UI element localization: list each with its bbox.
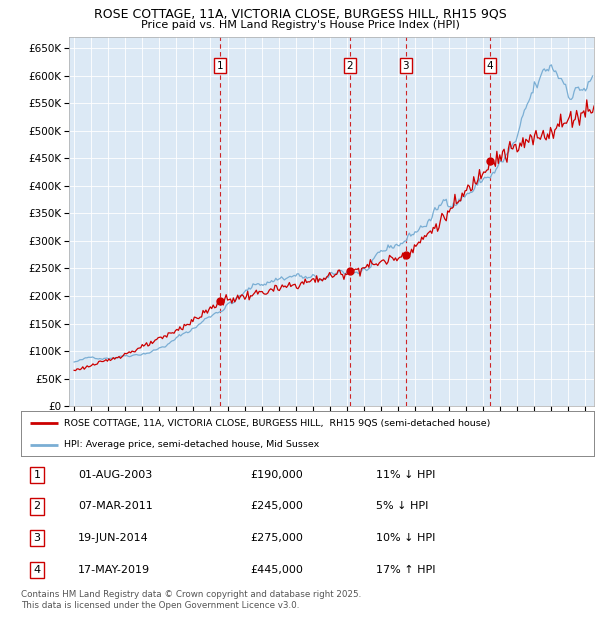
Text: £190,000: £190,000: [250, 470, 303, 480]
Text: 2: 2: [34, 502, 41, 512]
Text: 19-JUN-2014: 19-JUN-2014: [79, 533, 149, 543]
Text: 4: 4: [486, 61, 493, 71]
Text: ROSE COTTAGE, 11A, VICTORIA CLOSE, BURGESS HILL, RH15 9QS: ROSE COTTAGE, 11A, VICTORIA CLOSE, BURGE…: [94, 7, 506, 20]
Text: 17-MAY-2019: 17-MAY-2019: [79, 565, 151, 575]
Text: 10% ↓ HPI: 10% ↓ HPI: [376, 533, 436, 543]
Text: 2: 2: [346, 61, 353, 71]
Text: £445,000: £445,000: [250, 565, 303, 575]
Text: Contains HM Land Registry data © Crown copyright and database right 2025.
This d: Contains HM Land Registry data © Crown c…: [21, 590, 361, 609]
Text: 07-MAR-2011: 07-MAR-2011: [79, 502, 153, 512]
Text: 3: 3: [403, 61, 409, 71]
Text: £275,000: £275,000: [250, 533, 303, 543]
Text: 1: 1: [217, 61, 224, 71]
Text: HPI: Average price, semi-detached house, Mid Sussex: HPI: Average price, semi-detached house,…: [64, 440, 319, 449]
Text: ROSE COTTAGE, 11A, VICTORIA CLOSE, BURGESS HILL,  RH15 9QS (semi-detached house): ROSE COTTAGE, 11A, VICTORIA CLOSE, BURGE…: [64, 418, 490, 428]
Text: 4: 4: [34, 565, 41, 575]
Text: 01-AUG-2003: 01-AUG-2003: [79, 470, 152, 480]
Text: 5% ↓ HPI: 5% ↓ HPI: [376, 502, 428, 512]
Text: 11% ↓ HPI: 11% ↓ HPI: [376, 470, 436, 480]
Text: 17% ↑ HPI: 17% ↑ HPI: [376, 565, 436, 575]
Text: 1: 1: [34, 470, 41, 480]
Text: £245,000: £245,000: [250, 502, 303, 512]
Text: Price paid vs. HM Land Registry's House Price Index (HPI): Price paid vs. HM Land Registry's House …: [140, 20, 460, 30]
Text: 3: 3: [34, 533, 41, 543]
